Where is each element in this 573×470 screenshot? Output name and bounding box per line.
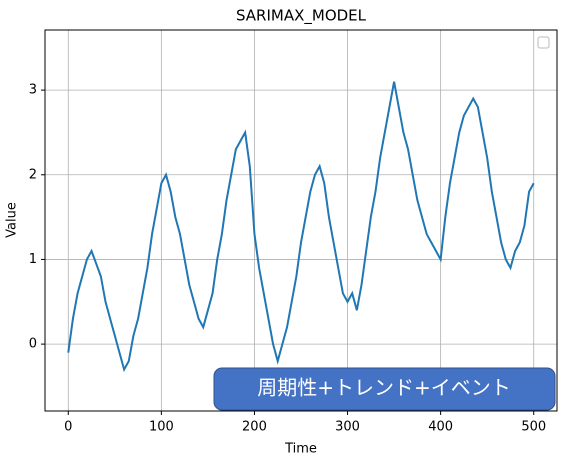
- x-tick-label: 300: [335, 420, 360, 435]
- annotation-box: [213, 367, 556, 411]
- x-tick-label: 200: [242, 420, 267, 435]
- y-tick-label: 1: [29, 252, 37, 267]
- plot-frame: [44, 29, 558, 412]
- annotation: 周期性+トレンド+イベント: [257, 376, 511, 400]
- x-tick-label: 500: [521, 420, 546, 435]
- chart-title: SARIMAX_MODEL: [236, 7, 367, 26]
- legend-box: [537, 36, 550, 49]
- x-tick-label: 0: [64, 420, 72, 435]
- y-tick-label: 2: [29, 167, 37, 182]
- line-series: [67, 81, 535, 373]
- y-tick-label: 0: [29, 337, 37, 352]
- y-axis-label: Value: [5, 202, 20, 238]
- x-axis-label: Time: [284, 442, 317, 457]
- x-tick-label: 400: [428, 420, 453, 435]
- x-tick-label: 100: [149, 420, 174, 435]
- y-tick-label: 3: [29, 83, 37, 98]
